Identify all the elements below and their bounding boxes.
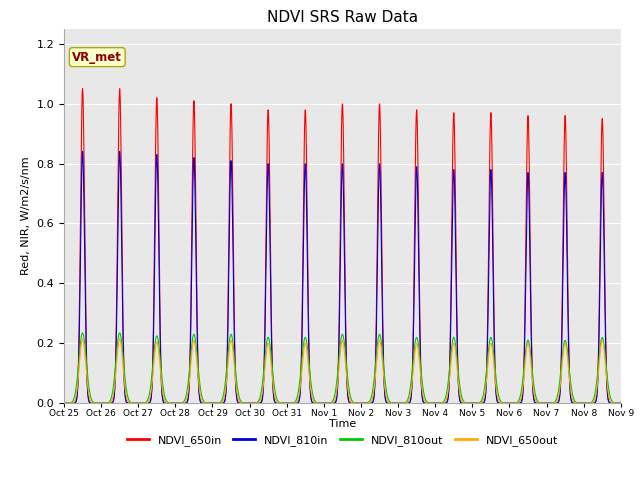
- NDVI_810in: [157, 361, 164, 367]
- NDVI_650out: [274, 400, 282, 406]
- NDVI_650in: [60, 400, 68, 406]
- NDVI_810in: [60, 400, 68, 406]
- NDVI_810in: [617, 400, 625, 406]
- Line: NDVI_810in: NDVI_810in: [64, 152, 621, 403]
- NDVI_810in: [298, 343, 306, 348]
- Line: NDVI_650out: NDVI_650out: [64, 339, 621, 403]
- NDVI_650in: [274, 400, 282, 406]
- Line: NDVI_810out: NDVI_810out: [64, 333, 621, 403]
- NDVI_650in: [157, 352, 164, 358]
- NDVI_650in: [617, 400, 625, 406]
- Y-axis label: Red, NIR, W/m2/s/nm: Red, NIR, W/m2/s/nm: [21, 156, 31, 276]
- NDVI_810out: [60, 400, 68, 406]
- NDVI_810in: [546, 400, 554, 406]
- NDVI_650out: [60, 400, 68, 406]
- NDVI_650in: [606, 400, 614, 406]
- Legend: NDVI_650in, NDVI_810in, NDVI_810out, NDVI_650out: NDVI_650in, NDVI_810in, NDVI_810out, NDV…: [122, 430, 563, 450]
- NDVI_810out: [79, 330, 86, 336]
- NDVI_810out: [298, 358, 306, 363]
- Line: NDVI_650in: NDVI_650in: [64, 89, 621, 403]
- NDVI_650in: [546, 400, 554, 406]
- NDVI_810out: [124, 394, 132, 399]
- NDVI_810out: [546, 400, 554, 406]
- NDVI_650out: [546, 400, 554, 406]
- NDVI_810out: [274, 398, 282, 404]
- NDVI_650out: [79, 336, 86, 342]
- NDVI_810out: [606, 393, 614, 399]
- NDVI_650in: [79, 86, 86, 92]
- NDVI_650out: [298, 367, 306, 373]
- NDVI_650in: [124, 400, 132, 406]
- NDVI_810in: [606, 400, 614, 406]
- Text: VR_met: VR_met: [72, 50, 122, 64]
- NDVI_650out: [606, 397, 614, 403]
- NDVI_810out: [157, 362, 164, 368]
- NDVI_650in: [298, 330, 306, 336]
- NDVI_810in: [124, 400, 132, 406]
- X-axis label: Time: Time: [329, 419, 356, 429]
- NDVI_810in: [79, 149, 86, 155]
- NDVI_650out: [157, 372, 164, 378]
- NDVI_650out: [617, 400, 625, 406]
- Title: NDVI SRS Raw Data: NDVI SRS Raw Data: [267, 10, 418, 25]
- NDVI_650out: [124, 398, 132, 404]
- NDVI_810out: [617, 400, 625, 406]
- NDVI_810in: [274, 400, 282, 406]
